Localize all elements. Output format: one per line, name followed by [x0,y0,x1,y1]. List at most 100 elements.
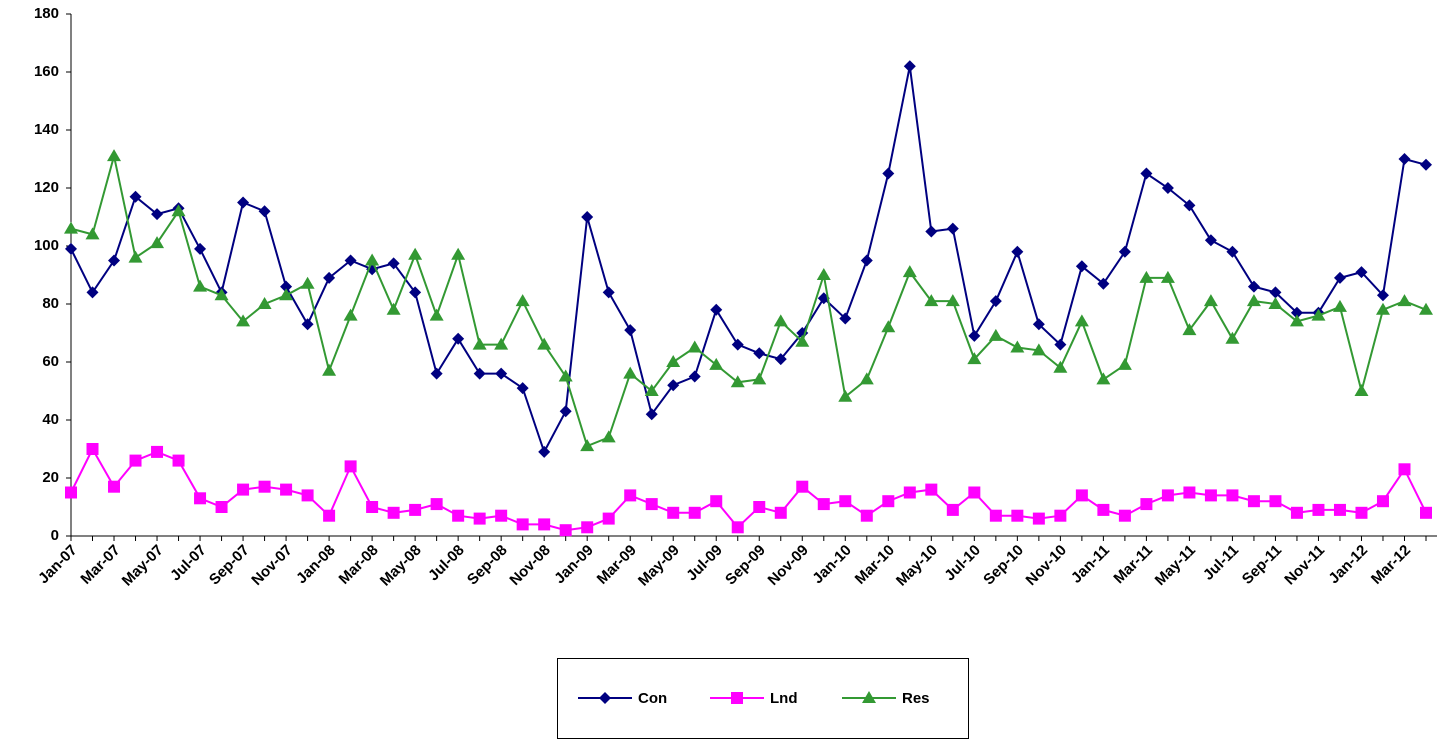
point [495,367,508,380]
point [1355,506,1368,519]
point [538,518,551,531]
y-tick-label: 40 [42,411,59,428]
point [1096,372,1111,385]
point [753,501,766,513]
point [387,506,400,519]
point [1332,299,1347,312]
point [1354,384,1369,396]
point [1183,199,1196,212]
point [988,328,1003,341]
point [323,271,336,284]
point [924,294,939,307]
point [1246,294,1261,307]
point [473,512,486,525]
point [774,506,787,519]
point [129,454,142,467]
point [257,297,272,309]
point [946,222,959,235]
x-tick-label: Mar-10 [852,542,898,588]
point [366,501,379,513]
point [687,340,702,353]
point [796,480,809,493]
point [1053,360,1068,373]
point [1140,167,1153,180]
x-tick-label: Mar-09 [594,542,640,588]
point [795,334,810,347]
point [731,692,743,704]
point [881,320,896,333]
x-tick-label: Jan-08 [293,542,339,588]
point [1032,512,1045,525]
legend-label: Lnd [770,690,798,707]
point [731,521,744,534]
x-tick-label: Sep-08 [464,542,511,589]
point [710,495,723,508]
point [1376,495,1389,508]
point [1397,294,1412,307]
x-tick-label: Jul-07 [167,542,210,585]
point [237,483,250,496]
point [537,337,552,350]
y-tick-label: 100 [34,237,59,254]
x-tick-label: Mar-11 [1110,542,1156,588]
point [1182,323,1197,336]
x-tick-label: Jan-07 [35,542,81,588]
point [538,445,551,458]
point [409,503,422,516]
x-tick-label: Nov-10 [1023,542,1070,589]
point [559,405,572,418]
point [258,480,271,493]
point [1097,277,1110,290]
point [1031,343,1046,356]
point [1311,308,1326,321]
x-tick-label: Mar-08 [336,542,382,588]
point [1204,489,1217,502]
point [1398,463,1411,476]
point [365,253,380,266]
point [1225,331,1240,344]
point [107,149,122,162]
point [989,295,1002,308]
point [1333,271,1346,284]
x-tick-label: Mar-12 [1368,542,1414,588]
point [495,509,508,522]
point [1075,260,1088,273]
point [1032,318,1045,331]
point [967,352,982,365]
point [1118,509,1131,522]
point [730,375,745,388]
x-tick-label: Jan-11 [1068,542,1113,587]
point [214,288,229,301]
point [516,518,529,531]
point [731,338,744,351]
point [1247,495,1260,508]
x-tick-label: Sep-11 [1239,542,1285,588]
point [688,370,701,383]
point [387,257,400,270]
point [1312,503,1325,516]
point [236,314,251,327]
y-tick-label: 60 [42,353,59,370]
point [1054,509,1067,522]
point [989,509,1002,522]
point [1420,158,1432,171]
point [515,294,530,307]
point [838,389,853,402]
point [601,430,616,443]
point [752,372,767,385]
series-line [70,446,1427,532]
point [151,445,164,458]
series [65,60,1432,458]
point [129,190,142,203]
point [623,366,638,379]
point [925,225,938,238]
point [902,265,917,278]
x-tick-label: Jul-08 [425,542,468,585]
point [602,286,615,299]
x-tick-label: May-07 [119,542,167,590]
point [86,286,99,299]
point [429,308,444,321]
y-tick-label: 0 [51,527,59,544]
point [1355,266,1368,279]
point [193,279,208,292]
